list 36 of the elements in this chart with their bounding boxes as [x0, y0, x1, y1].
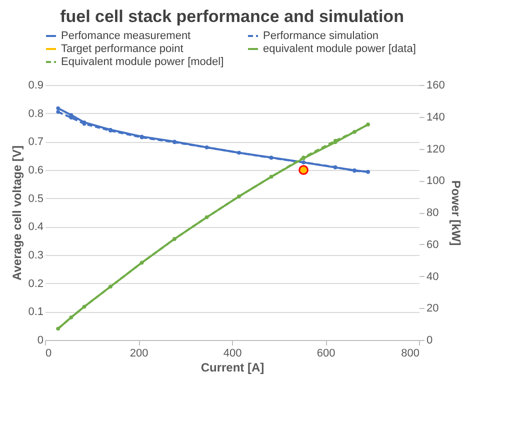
y2-tick-label: 60 [426, 238, 439, 251]
point [56, 106, 60, 110]
y2-tick-label: 0 [426, 334, 433, 346]
point [298, 165, 308, 175]
legend-label: Target performance point [61, 43, 184, 55]
y-tick-label: 0.5 [28, 192, 44, 205]
x-tick-label: 400 [223, 348, 242, 360]
y-tick-label: 0.8 [28, 108, 44, 120]
y2-tick-label: 20 [426, 302, 439, 315]
legend-label: Performance simulation [263, 30, 379, 42]
point [56, 110, 60, 114]
x-tick-label: 200 [130, 348, 148, 360]
y-tick-label: 0 [37, 334, 44, 346]
y-tick-label: 0.9 [28, 80, 44, 92]
y-axis-title: Average cell voltage [V] [10, 146, 24, 280]
x-tick-label: 600 [316, 348, 336, 360]
y-tick-label: 0.1 [28, 306, 44, 318]
x-tick-label: 800 [401, 348, 420, 360]
legend-label: Equivalent module power [model] [61, 56, 224, 68]
x-axis-title: Current [A] [200, 360, 264, 374]
y-tick-label: 0.4 [28, 221, 44, 234]
chart-title: fuel cell stack performance and simulation [60, 7, 404, 26]
x-tick-label: 0 [46, 348, 52, 360]
y-tick-label: 0.3 [28, 250, 44, 262]
y-tick-label: 0.6 [28, 164, 44, 176]
y2-tick-label: 80 [426, 207, 439, 219]
y-tick-label: 0.7 [28, 136, 44, 148]
y2-tick-label: 140 [426, 111, 445, 124]
y2-tick-label: 40 [426, 270, 439, 283]
y2-axis-title: Power [kW] [448, 180, 463, 246]
y2-tick-label: 120 [426, 143, 445, 156]
legend-label: equivalent module power [data] [263, 43, 416, 55]
y2-tick-label: 160 [426, 80, 445, 92]
y-tick-label: 0.2 [28, 278, 44, 290]
y2-tick-label: 100 [426, 175, 445, 188]
legend-label: Perfomance measurement [61, 30, 191, 42]
